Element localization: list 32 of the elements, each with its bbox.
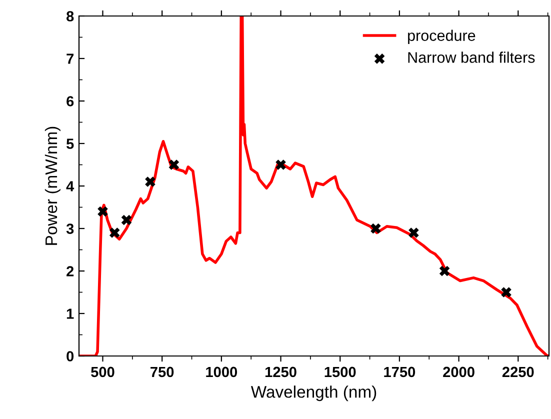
x-tick-label: 1750 <box>384 366 416 378</box>
line-series <box>79 16 549 356</box>
x-tick-label: 500 <box>91 366 114 378</box>
y-tick-label: 6 <box>66 96 74 106</box>
y-tick-label: 4 <box>66 181 74 192</box>
x-axis-title: Wavelength (nm) <box>250 386 376 402</box>
x-tick-label: 1250 <box>265 366 296 378</box>
point <box>109 228 120 238</box>
point <box>439 266 450 276</box>
y-tick-label: 5 <box>66 138 74 149</box>
point <box>98 206 108 217</box>
x-tick-label: 1000 <box>206 366 238 378</box>
x-tick-label: 2000 <box>443 366 474 378</box>
y-tick-label: 2 <box>66 266 74 276</box>
point <box>276 160 286 170</box>
x-tick-label: 750 <box>150 366 174 378</box>
legend-label: procedure <box>408 30 476 44</box>
x-tick-label: 1500 <box>324 366 356 378</box>
point <box>145 176 156 187</box>
y-tick-label: 7 <box>66 54 74 64</box>
legend-label: Narrow band filters <box>408 52 535 63</box>
x-tick-label: 2250 <box>502 366 534 378</box>
y-tick-label: 1 <box>66 308 74 319</box>
point <box>501 287 512 298</box>
y-axis-title: Power (mW/nm) <box>44 126 60 245</box>
point <box>408 228 419 238</box>
point <box>370 223 381 234</box>
y-tick-label: 0 <box>66 351 74 362</box>
point <box>168 160 180 170</box>
y-tick-label: 3 <box>66 224 74 234</box>
point <box>121 214 132 226</box>
y-tick-label: 8 <box>66 11 74 22</box>
